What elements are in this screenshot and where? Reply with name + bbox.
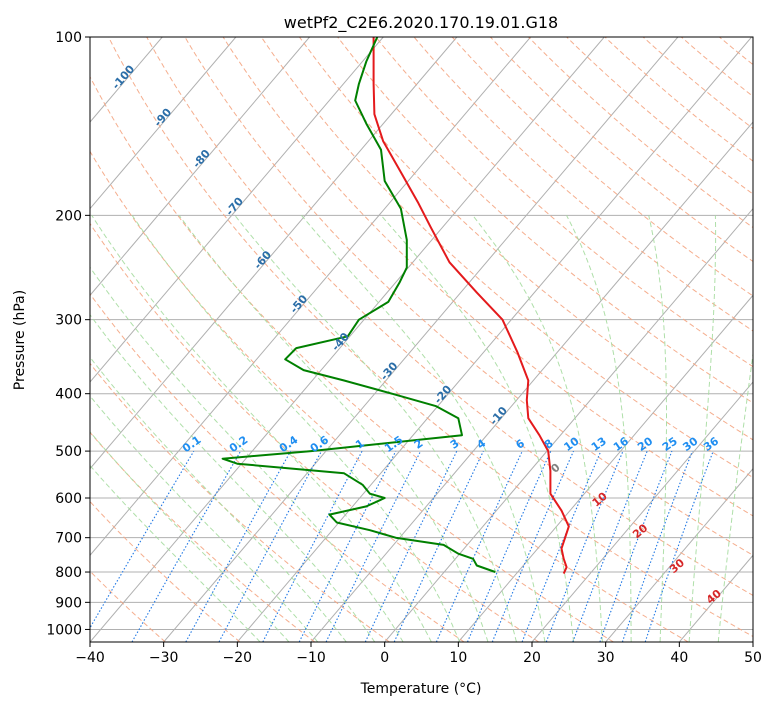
y-tick-label: 900 [55,595,82,611]
x-tick-label: 20 [523,650,541,666]
x-tick-label: −10 [296,650,326,666]
y-tick-label: 100 [55,30,82,46]
x-tick-label: 40 [670,650,688,666]
x-axis-label: Temperature (°C) [360,681,482,697]
y-tick-label: 200 [55,208,82,224]
x-tick-label: −30 [149,650,179,666]
y-tick-label: 600 [55,491,82,507]
x-tick-label: 30 [597,650,615,666]
x-tick-label: 0 [380,650,389,666]
x-tick-label: −20 [223,650,253,666]
y-tick-label: 800 [55,565,82,581]
chart-title: wetPf2_C2E6.2020.170.19.01.G18 [284,13,558,33]
y-tick-label: 400 [55,387,82,403]
x-tick-label: 10 [449,650,467,666]
y-tick-label: 1000 [46,622,82,638]
y-tick-label: 500 [55,444,82,460]
y-tick-label: 700 [55,531,82,547]
x-tick-label: −40 [75,650,105,666]
y-axis-label: Pressure (hPa) [12,290,28,390]
x-tick-label: 50 [744,650,762,666]
y-tick-label: 300 [55,313,82,329]
